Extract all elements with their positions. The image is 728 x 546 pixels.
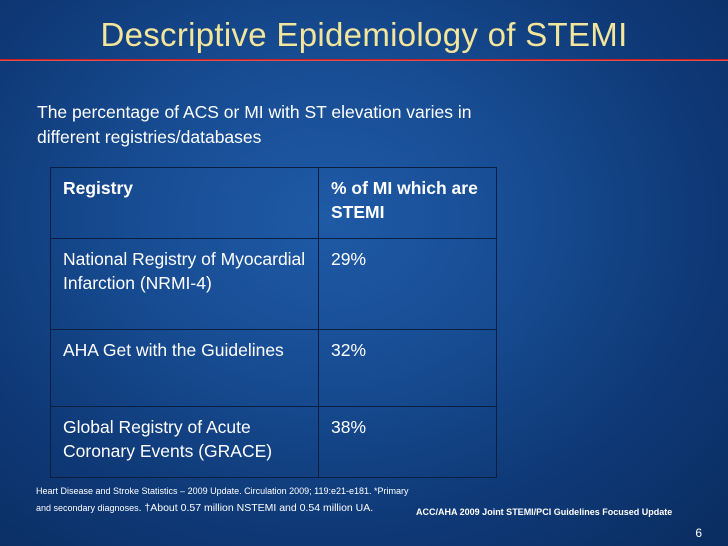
intro-line-1: The percentage of ACS or MI with ST elev… (37, 102, 472, 122)
percent-cell: 32% (318, 329, 497, 407)
title-divider (0, 59, 728, 61)
registry-cell: Global Registry of Acute Coronary Events… (50, 406, 319, 478)
intro-text: The percentage of ACS or MI with ST elev… (37, 100, 597, 150)
header-percent: % of MI which are STEMI (318, 167, 497, 239)
source-citation: ACC/AHA 2009 Joint STEMI/PCI Guidelines … (416, 507, 673, 517)
table-row: AHA Get with the Guidelines 32% (50, 329, 497, 407)
table-row: National Registry of Myocardial Infarcti… (50, 238, 497, 330)
page-number: 6 (695, 526, 702, 540)
registry-table: Registry % of MI which are STEMI Nationa… (50, 167, 497, 478)
header-registry: Registry (50, 167, 319, 239)
footnote-line-2b: . †About 0.57 million NSTEMI and 0.54 mi… (138, 502, 374, 514)
footnote: Heart Disease and Stroke Statistics – 20… (36, 483, 416, 517)
footnote-line-2a: and secondary diagnoses (36, 503, 139, 513)
registry-cell: AHA Get with the Guidelines (50, 329, 319, 407)
slide-title: Descriptive Epidemiology of STEMI (100, 16, 628, 53)
percent-cell: 29% (318, 238, 497, 330)
intro-line-2: different registries/databases (37, 127, 262, 147)
registry-cell: National Registry of Myocardial Infarcti… (50, 238, 319, 330)
table-header-row: Registry % of MI which are STEMI (50, 167, 497, 239)
percent-cell: 38% (318, 406, 497, 478)
footnote-line-1: Heart Disease and Stroke Statistics – 20… (36, 486, 409, 496)
table-row: Global Registry of Acute Coronary Events… (50, 406, 497, 478)
